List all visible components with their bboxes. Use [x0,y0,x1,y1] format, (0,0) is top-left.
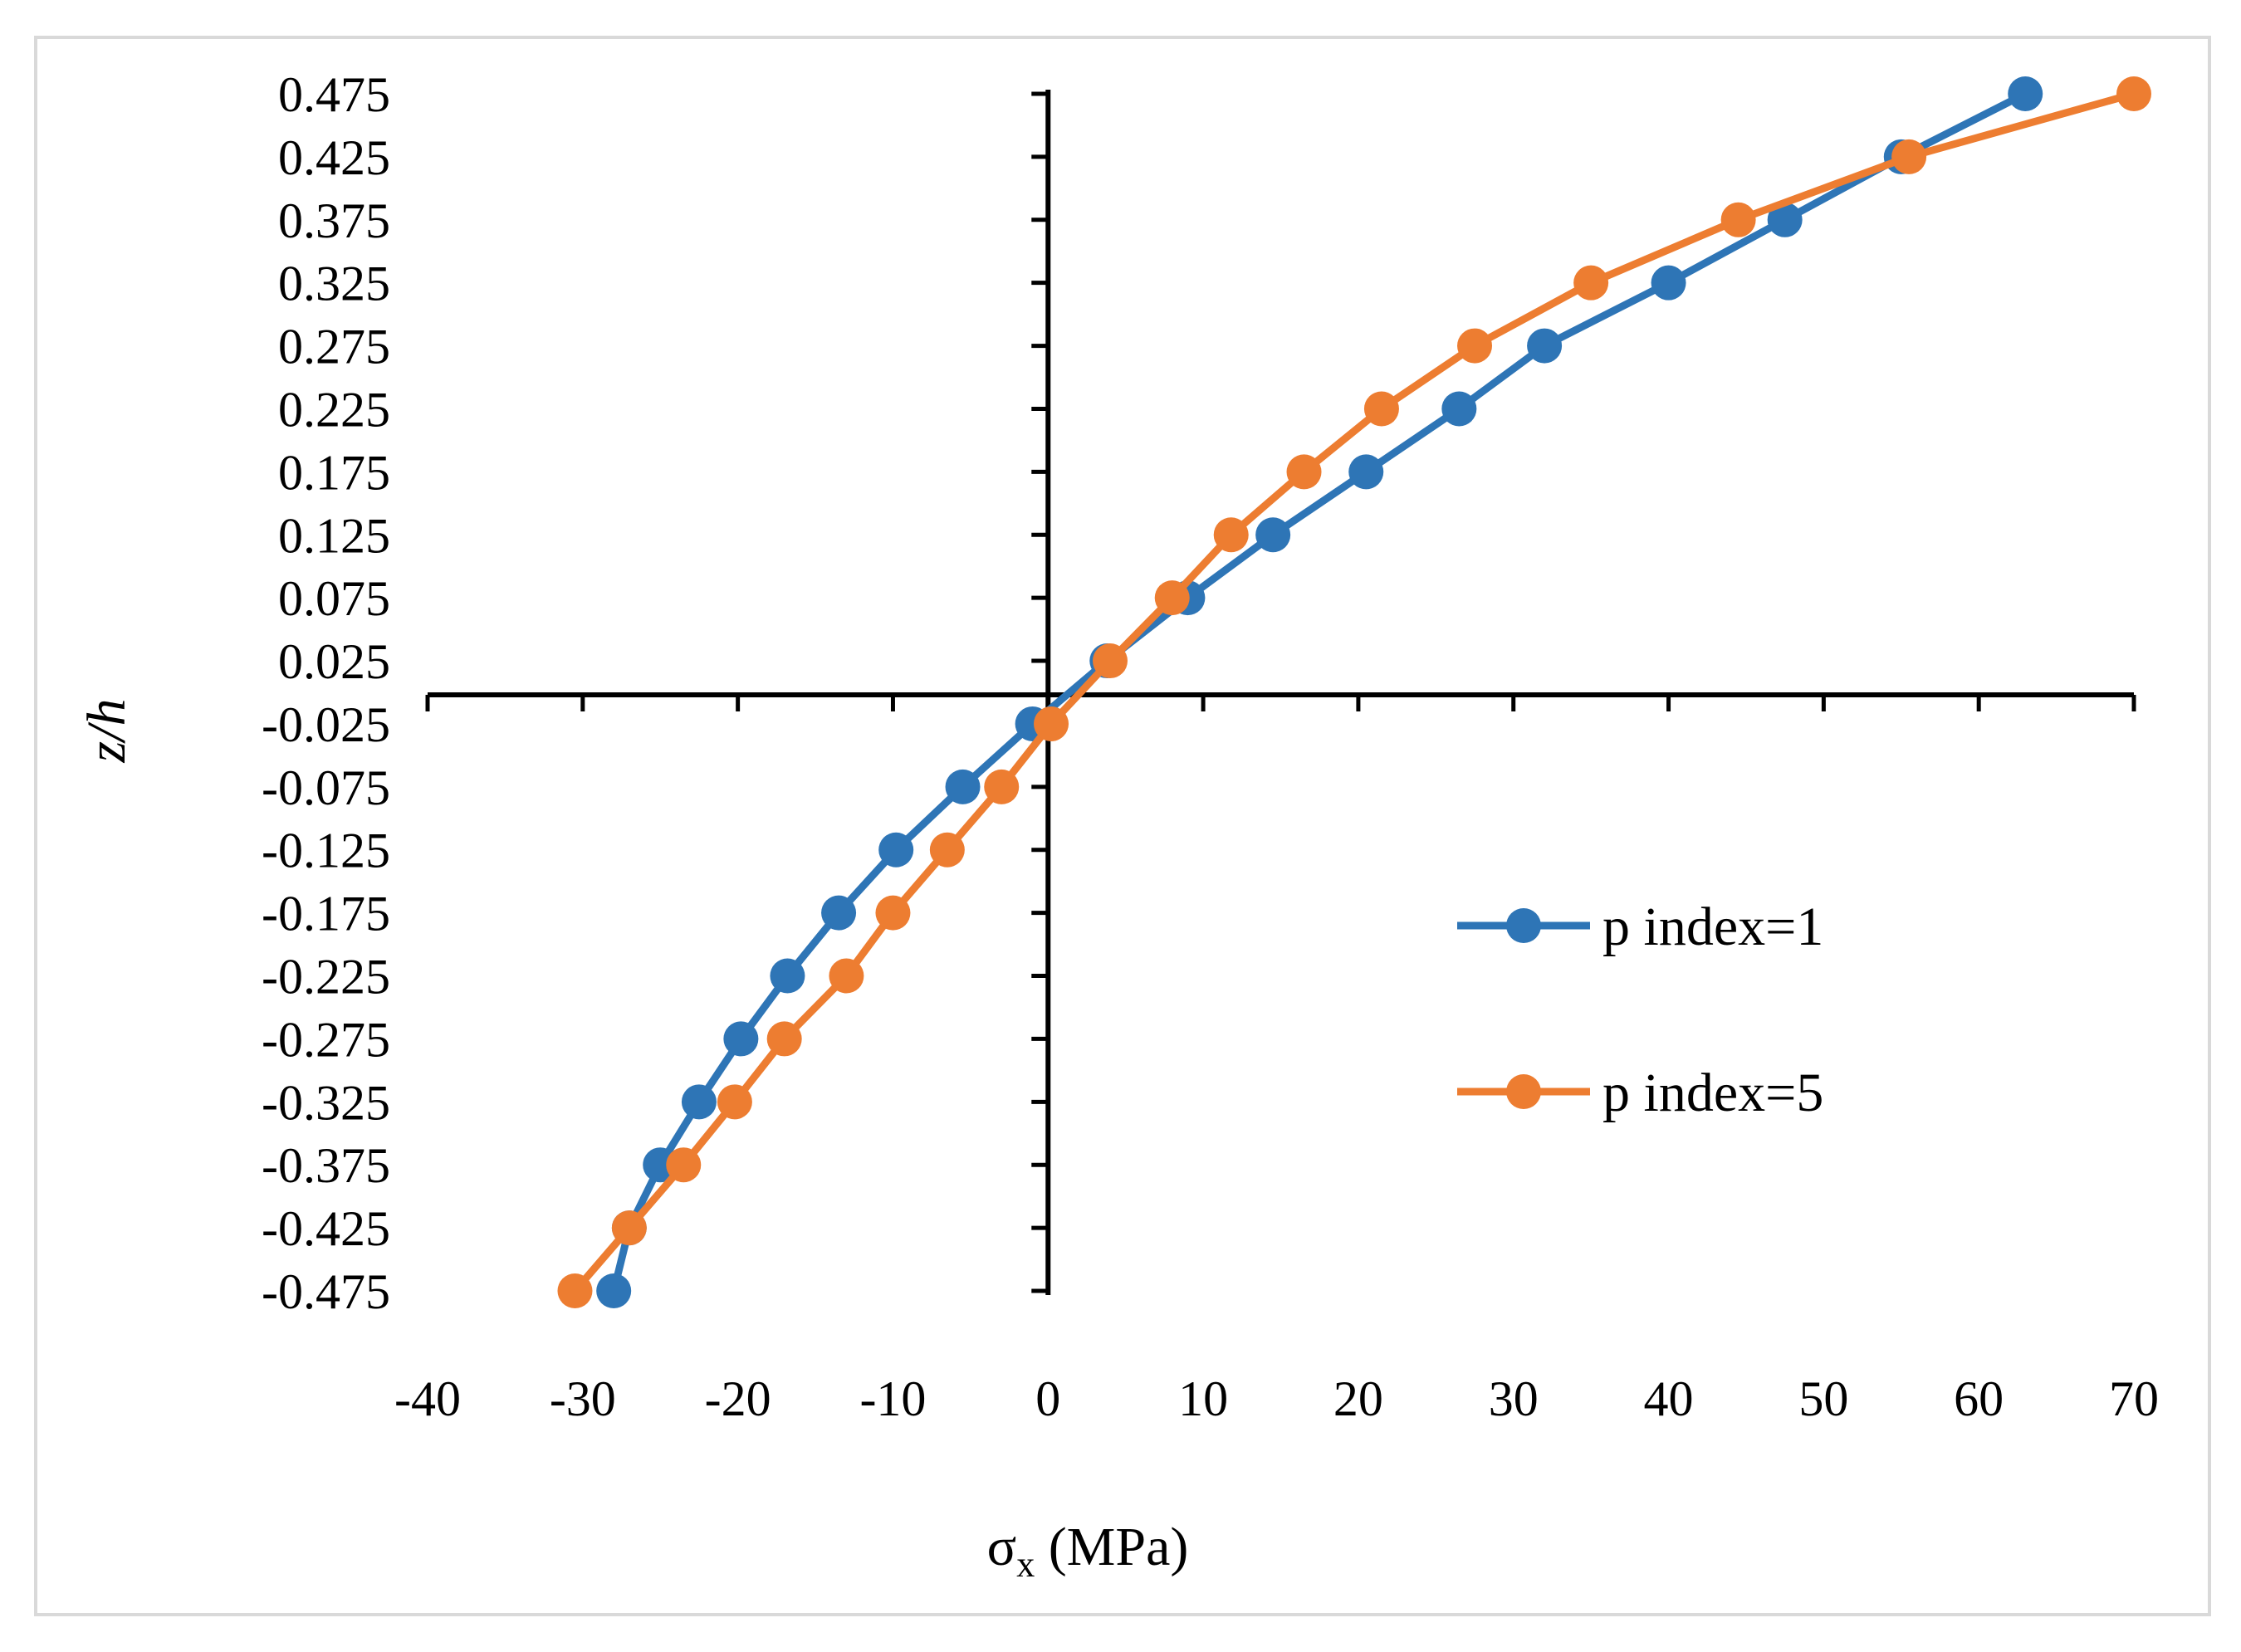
x-tick-label: 70 [2109,1371,2159,1426]
x-tick-label: 40 [1644,1371,1694,1426]
data-point [1348,454,1384,490]
data-point [611,1210,647,1246]
data-point [1457,328,1493,364]
data-point [1573,265,1609,301]
data-point [557,1273,593,1308]
x-tick-labels: -40 -30 -20 -10 0 10 20 30 40 50 60 70 [394,1371,2159,1426]
legend-entry-p-index-1: p index=1 [1457,897,1823,957]
data-point [717,1084,752,1120]
data-point [1891,139,1927,174]
x-tick-label: 10 [1178,1371,1228,1426]
data-point [1286,454,1322,490]
legend: p index=1 p index=5 [1457,897,1823,1123]
y-tick-label: 0.325 [278,257,390,311]
x-tick-label: -30 [550,1371,616,1426]
chart-border [34,36,2211,1616]
data-point [984,769,1020,804]
y-tick-label: -0.475 [262,1264,390,1319]
data-point [1363,391,1399,427]
y-tick-label: -0.425 [262,1201,390,1256]
y-tick-label: -0.225 [262,950,390,1004]
data-point [666,1147,702,1183]
data-point [1034,706,1069,741]
data-point [681,1084,717,1120]
y-tick-label: 0.375 [278,193,390,248]
y-tick-label: -0.175 [262,887,390,941]
y-tick-label: -0.275 [262,1012,390,1067]
data-point [2116,76,2151,111]
data-point [723,1021,759,1057]
y-tick-label: 0.075 [278,571,390,626]
x-axis-title-symbol: σ [987,1517,1017,1577]
y-tick-label: -0.325 [262,1075,390,1130]
series-layer [557,76,2151,1308]
legend-label-p-index-5: p index=5 [1602,1063,1823,1123]
y-tick-label: -0.125 [262,824,390,878]
data-point [929,832,965,868]
y-tick-label: 0.025 [278,634,390,689]
y-axis-title: z/h [76,698,137,763]
y-tick-label: 0.275 [278,320,390,374]
x-tick-label: -20 [705,1371,771,1426]
data-point [1154,580,1190,616]
x-tick-label: 0 [1035,1371,1060,1426]
data-point [829,958,864,994]
y-tick-label: 0.175 [278,445,390,500]
y-tick-label: 0.425 [278,130,390,185]
data-point [1093,643,1128,679]
y-tick-label: 0.225 [278,382,390,437]
data-point [1441,391,1477,427]
x-tick-label: 20 [1333,1371,1383,1426]
axes [425,90,2136,1295]
data-point [1213,517,1249,553]
x-tick-label: -10 [859,1371,926,1426]
data-point [945,769,981,804]
legend-label-p-index-1: p index=1 [1602,897,1823,957]
data-point [1767,202,1803,237]
x-tick-label: 60 [1954,1371,2004,1426]
x-tick-label: -40 [394,1371,461,1426]
data-point [821,895,857,931]
data-point [2008,76,2043,111]
x-tick-label: 30 [1489,1371,1539,1426]
legend-entry-p-index-5: p index=5 [1457,1063,1823,1123]
data-point [1255,517,1291,553]
x-axis-title: σx (MPa) [987,1517,1189,1585]
data-point [770,958,805,994]
y-tick-label: -0.025 [262,697,390,752]
data-point [1527,328,1563,364]
data-point [766,1021,802,1057]
y-tick-label: -0.375 [262,1138,390,1193]
x-tick-label: 50 [1798,1371,1848,1426]
y-tick-label: -0.075 [262,760,390,815]
series-1 [557,76,2151,1308]
x-axis-title-unit: (MPa) [1035,1517,1188,1577]
y-tick-label: 0.125 [278,508,390,563]
legend-marker-p-index-5 [1506,1074,1541,1109]
legend-marker-p-index-1 [1506,908,1541,943]
data-point [1651,265,1686,301]
data-point [1720,202,1756,237]
y-tick-label: 0.475 [278,67,390,122]
x-axis-title-subscript: x [1016,1544,1035,1585]
data-point [878,832,914,868]
data-point [596,1273,632,1308]
y-tick-labels: 0.475 0.425 0.375 0.325 0.275 0.225 0.175 0.125… [262,67,390,1319]
data-point [875,895,911,931]
